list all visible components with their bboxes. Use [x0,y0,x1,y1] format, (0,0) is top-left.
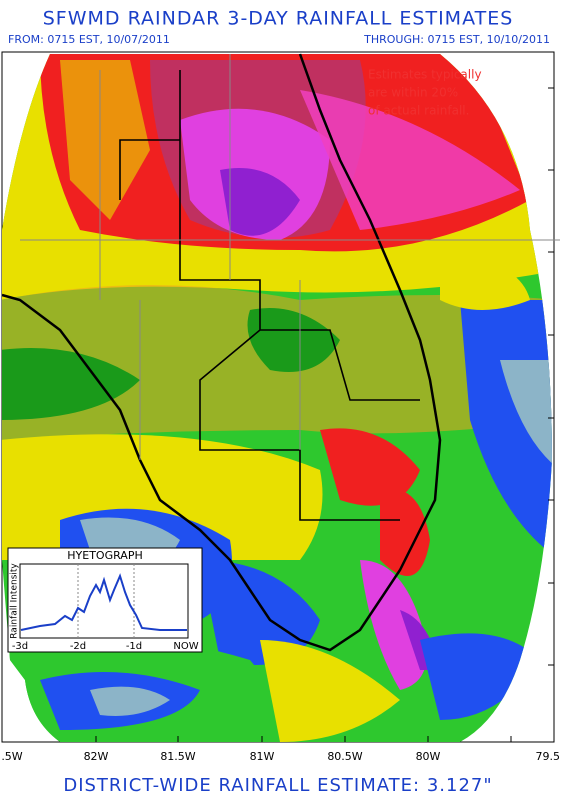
county-lines [20,54,560,460]
longitude-label: 79.5 [536,750,561,763]
longitude-label: 81W [250,750,275,763]
hyetograph: HYETOGRAPH Rainfall Intensity -3d -2d -1… [7,547,203,653]
hyetograph-title: HYETOGRAPH [67,549,142,562]
accuracy-note: of actual rainfall. [368,104,469,118]
hyetograph-x-label: -2d [70,641,86,652]
through-time: THROUGH: 0715 EST, 10/10/2011 [363,33,550,46]
hyetograph-plot [19,563,189,639]
longitude-label: .5W [1,750,22,763]
from-time: FROM: 0715 EST, 10/07/2011 [8,33,170,46]
map: Estimates typically are within 20% of ac… [1,51,560,743]
longitude-label: 81.5W [160,750,195,763]
district-boundaries [119,70,420,521]
hyetograph-y-label: Rainfall Intensity [10,563,20,639]
title: SFWMD RAINDAR 3-DAY RAINFALL ESTIMATES [43,8,514,30]
tick-marks [95,87,554,742]
longitude-label: 80.5W [327,750,362,763]
hyetograph-x-label: NOW [173,641,198,652]
accuracy-note: Estimates typically [368,68,482,82]
district-estimate: DISTRICT-WIDE RAINFALL ESTIMATE: 3.127" [63,775,492,796]
hyetograph-x-label: -1d [126,641,142,652]
accuracy-note: are within 20% [368,86,458,100]
hyetograph-x-label: -3d [12,641,28,652]
coastline [1,53,442,652]
longitude-label: 82W [84,750,109,763]
hyetograph-line [20,573,187,631]
longitude-label: 80W [416,750,441,763]
